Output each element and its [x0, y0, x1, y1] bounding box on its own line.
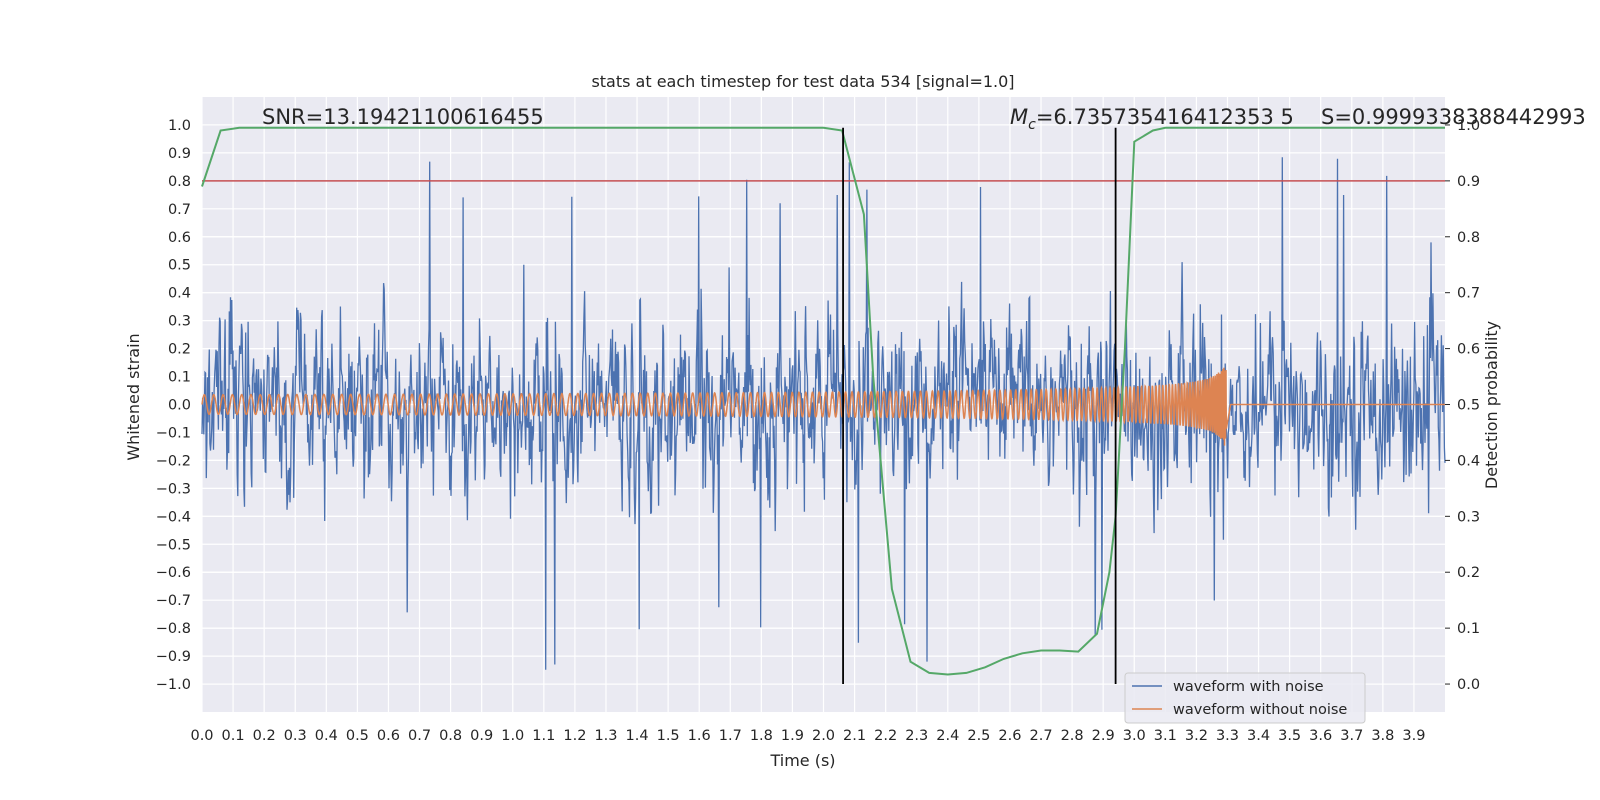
- legend-frame: [1124, 672, 1366, 724]
- y-tick-label: 0.0: [168, 398, 191, 414]
- x-tick-label: 1.3: [594, 728, 617, 744]
- x-tick-label: 0.9: [470, 728, 493, 744]
- x-tick-label: 2.8: [1061, 728, 1084, 744]
- y-tick-label: 0.8: [168, 174, 191, 190]
- y-tick-label: 0.1: [168, 370, 191, 386]
- x-tick-label: 1.8: [750, 728, 773, 744]
- y-tick-label: 0.5: [168, 258, 191, 274]
- y-axis-label: Whitened strain: [124, 333, 143, 460]
- y-tick-label: −0.3: [156, 481, 191, 497]
- x-tick-label: 3.0: [1123, 728, 1146, 744]
- x-tick-label: 2.1: [843, 728, 866, 744]
- x-tick-label: 0.6: [377, 728, 400, 744]
- series-waveform-with-noise: [201, 157, 1446, 670]
- snr-annotation: SNR=13.19421100616455: [262, 105, 544, 129]
- noise-line: [201, 157, 1446, 670]
- y2-tick-label: 0.0: [1457, 677, 1480, 693]
- y-tick-label: 0.3: [168, 314, 191, 330]
- x-tick-label: 0.2: [253, 728, 276, 744]
- chirp-mass-symbol: M: [1010, 105, 1028, 129]
- y-tick-label: −0.4: [156, 509, 191, 525]
- y2-tick-label: 0.2: [1457, 565, 1480, 581]
- x-tick-label: 2.9: [1092, 728, 1115, 744]
- y-tick-label: 0.2: [168, 342, 191, 358]
- x-tick-label: 1.2: [563, 728, 586, 744]
- x-tick-label: 3.9: [1402, 728, 1425, 744]
- chirp-mass-value: =6.735735416412353 5: [1036, 105, 1294, 129]
- x-tick-label: 2.3: [905, 728, 928, 744]
- y-tick-label: 0.7: [168, 202, 191, 218]
- x-tick-label: 3.7: [1340, 728, 1363, 744]
- x-tick-label: 2.2: [874, 728, 897, 744]
- y-tick-label: −0.2: [156, 453, 191, 469]
- y-tick-label: −0.6: [156, 565, 191, 581]
- s-annotation: S=0.9999338388442993: [1321, 105, 1586, 129]
- y2-tick-label: 0.9: [1457, 174, 1480, 190]
- y-tick-label: 1.0: [168, 118, 191, 134]
- y2-tick-label: 0.8: [1457, 230, 1480, 246]
- x-tick-label: 1.1: [532, 728, 555, 744]
- x-tick-label: 3.4: [1247, 728, 1270, 744]
- y2-tick-label: 0.4: [1457, 453, 1480, 469]
- y2-tick-label: 0.6: [1457, 342, 1480, 358]
- y-tick-label: −0.8: [156, 621, 191, 637]
- tick-labels: 0.0 0.1 0.2 0.3 0.4 0.5 0.6 0.7 0.8 0.9 1.0 1.1 1.2 1…: [156, 118, 1480, 744]
- y2-tick-label: 0.5: [1457, 398, 1480, 414]
- x-tick-label: 2.4: [936, 728, 959, 744]
- x-tick-label: 1.5: [657, 728, 680, 744]
- y2-tick-label: 0.7: [1457, 286, 1480, 302]
- x-tick-label: 0.8: [439, 728, 462, 744]
- y2-axis-label: Detection probability: [1482, 321, 1501, 489]
- x-tick-label: 0.0: [190, 728, 213, 744]
- series-waveform-without-noise: [201, 367, 1445, 446]
- x-tick-label: 0.7: [408, 728, 431, 744]
- legend-label-noise: waveform with noise: [1173, 679, 1324, 695]
- x-tick-label: 0.5: [346, 728, 369, 744]
- x-tick-label: 2.7: [1029, 728, 1052, 744]
- y-tick-label: 0.6: [168, 230, 191, 246]
- x-tick-label: 3.2: [1185, 728, 1208, 744]
- x-tick-label: 3.1: [1154, 728, 1177, 744]
- chirp-line: [201, 367, 1445, 446]
- legend-label-clean: waveform without noise: [1173, 702, 1347, 718]
- x-tick-label: 2.5: [967, 728, 990, 744]
- y2-tick-label: 1.0: [1457, 118, 1480, 134]
- x-tick-label: 3.3: [1216, 728, 1239, 744]
- x-tick-label: 1.9: [781, 728, 804, 744]
- y-tick-label: −0.5: [156, 537, 191, 553]
- y-tick-label: −0.9: [156, 649, 191, 665]
- x-axis-label: Time (s): [769, 751, 835, 770]
- y-tick-label: 0.4: [168, 286, 191, 302]
- x-tick-label: 1.0: [501, 728, 524, 744]
- chirp-mass-subscript: c: [1028, 117, 1036, 133]
- chirp-mass-annotation: Mc=6.735735416412353 5: [1010, 105, 1294, 133]
- x-tick-label: 2.0: [812, 728, 835, 744]
- y-tick-label: −0.7: [156, 593, 191, 609]
- x-tick-label: 3.8: [1371, 728, 1394, 744]
- x-tick-label: 1.6: [688, 728, 711, 744]
- y-tick-label: 0.9: [168, 146, 191, 162]
- x-tick-label: 0.4: [315, 728, 338, 744]
- x-tick-label: 1.4: [626, 728, 649, 744]
- x-tick-label: 1.7: [719, 728, 742, 744]
- x-tick-label: 0.3: [284, 728, 307, 744]
- x-tick-label: 3.5: [1278, 728, 1301, 744]
- y-tick-label: −0.1: [156, 425, 191, 441]
- detection-probability-line: [201, 126, 1445, 676]
- legend: waveform with noise waveform without noi…: [1124, 672, 1366, 724]
- y2-tick-label: 0.1: [1457, 621, 1480, 637]
- x-tick-label: 0.1: [222, 728, 245, 744]
- y-tick-label: −1.0: [156, 677, 191, 693]
- chart-title: stats at each timestep for test data 534…: [591, 72, 1014, 91]
- x-tick-label: 3.6: [1309, 728, 1332, 744]
- overlay-lines: [201, 126, 1445, 685]
- x-tick-label: 2.6: [998, 728, 1021, 744]
- y2-tick-label: 0.3: [1457, 509, 1480, 525]
